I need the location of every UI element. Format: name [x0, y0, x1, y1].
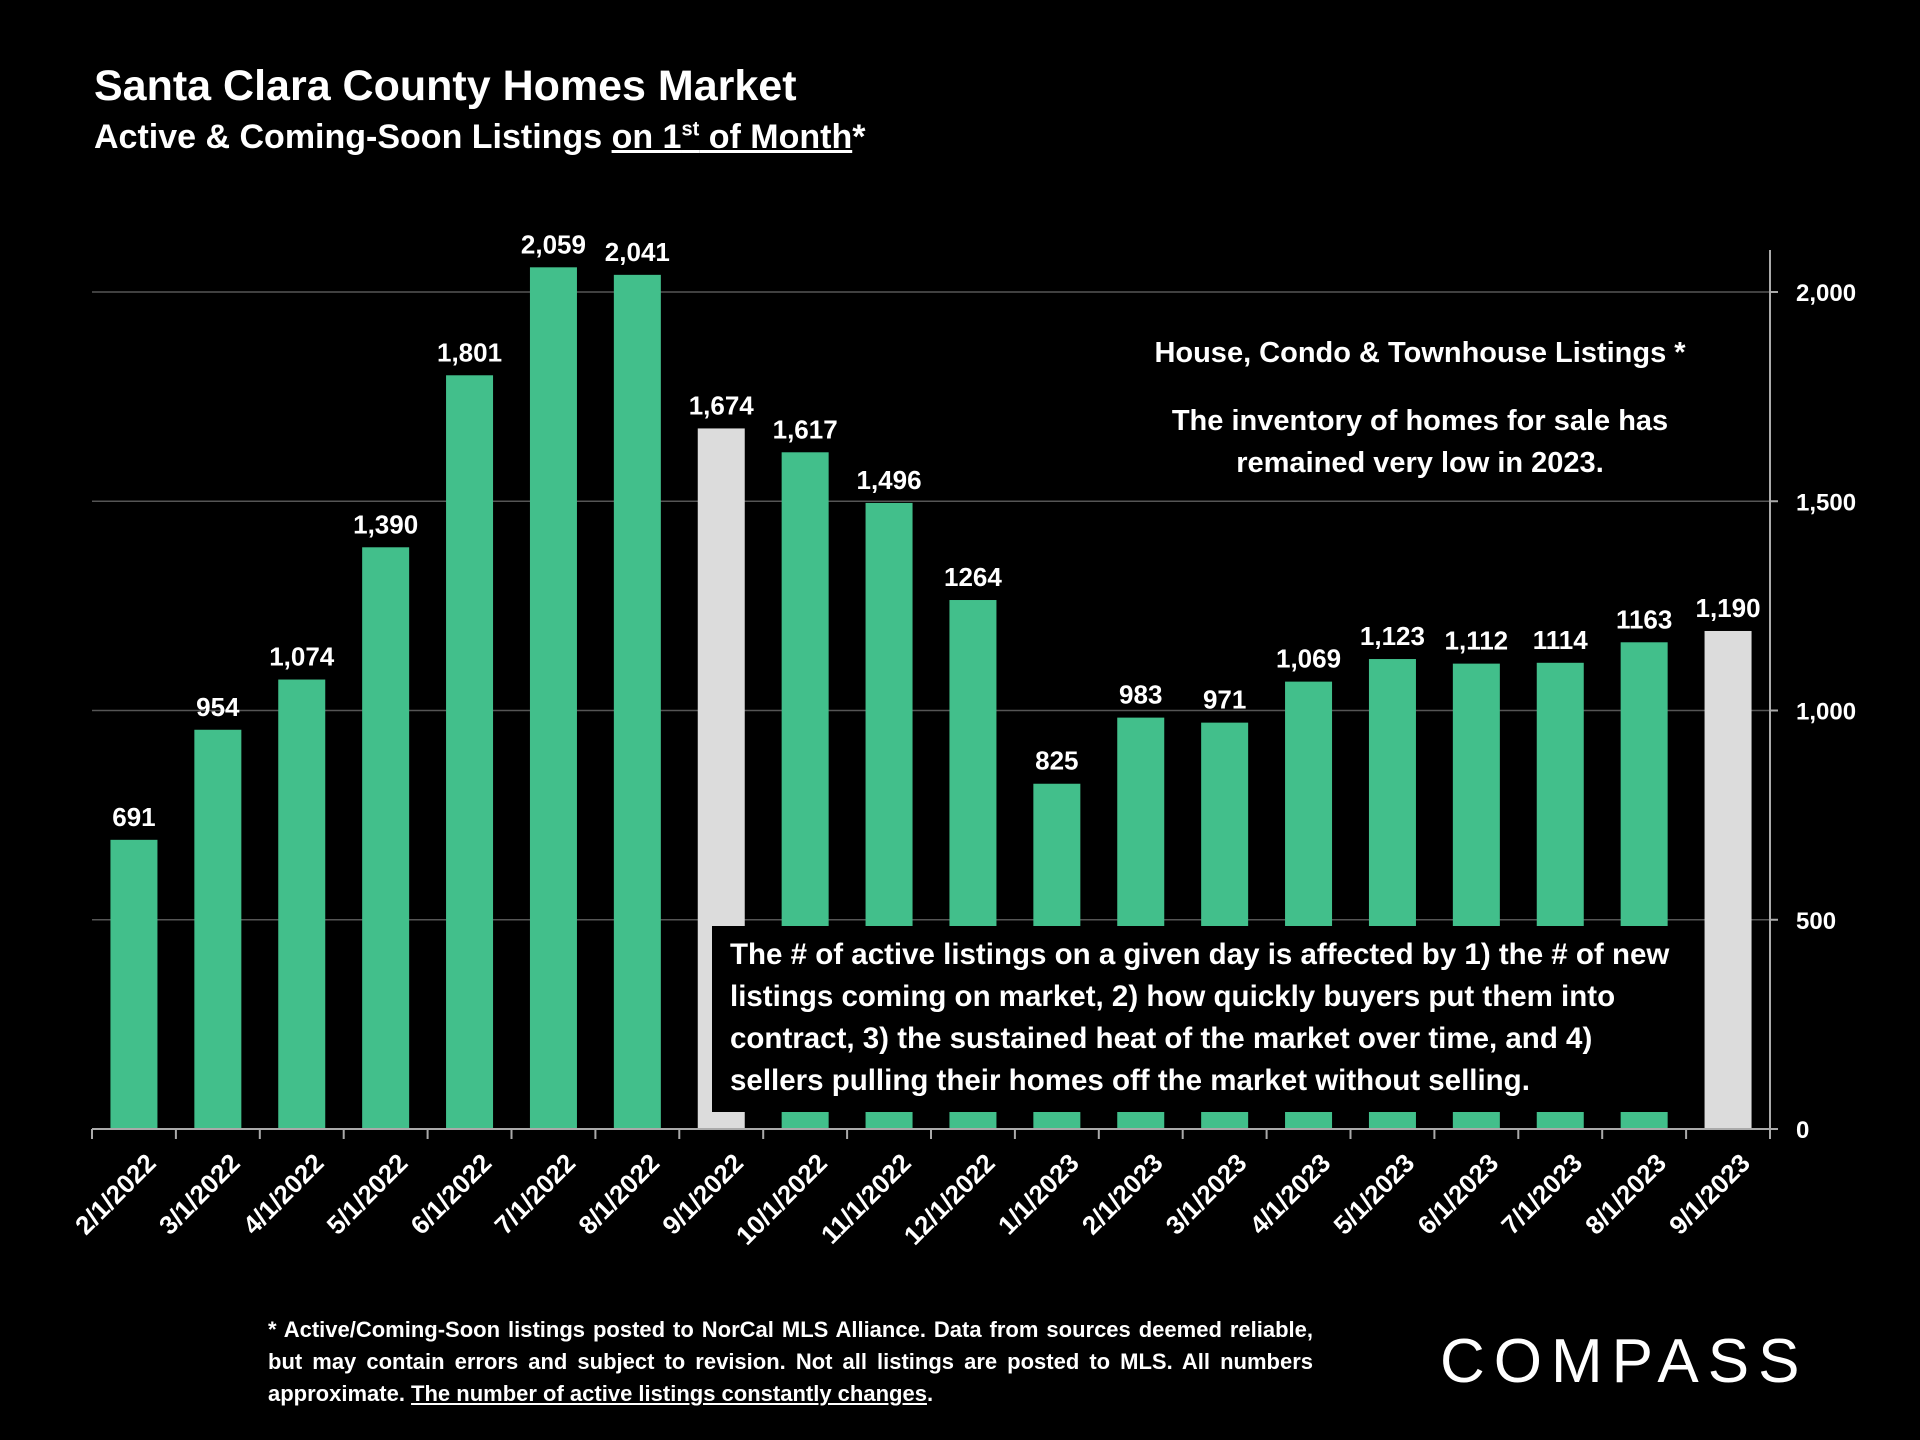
- page-subtitle: Active & Coming-Soon Listings on 1st of …: [94, 118, 865, 157]
- y-tick-label: 0: [1796, 1117, 1809, 1144]
- bar: [110, 839, 158, 1129]
- x-tick-label: 3/1/2022: [153, 1148, 246, 1241]
- x-tick-label: 5/1/2023: [1327, 1148, 1420, 1241]
- x-tick-label: 12/1/2022: [898, 1148, 1001, 1251]
- bar: [278, 679, 326, 1129]
- data-label: 1,390: [353, 509, 418, 539]
- x-tick-label: 4/1/2023: [1244, 1148, 1337, 1241]
- y-tick-label: 1,500: [1796, 489, 1856, 516]
- data-label: 1,190: [1696, 593, 1761, 623]
- data-label: 1,069: [1276, 644, 1341, 674]
- compass-logo: COMPASS: [1440, 1327, 1808, 1396]
- subtitle-underlined: on 1st of Month: [611, 118, 853, 156]
- bar: [613, 274, 661, 1129]
- svg-text:COMPASS: COMPASS: [1440, 1327, 1808, 1396]
- data-label: 2,041: [605, 237, 670, 267]
- footnote-underlined: The number of active listings constantly…: [411, 1381, 927, 1406]
- data-label: 691: [112, 802, 155, 832]
- y-tick-label: 500: [1796, 908, 1836, 935]
- y-tick-label: 1,000: [1796, 699, 1856, 726]
- data-label: 1,674: [689, 390, 755, 420]
- annotation-right: House, Condo & Townhouse Listings * The …: [1130, 332, 1710, 510]
- data-label: 1,123: [1360, 621, 1425, 651]
- bar: [362, 547, 410, 1129]
- x-tick-label: 2/1/2022: [69, 1148, 162, 1241]
- x-tick-label: 6/1/2022: [405, 1148, 498, 1241]
- bar: [194, 729, 242, 1129]
- data-label: 825: [1035, 746, 1078, 776]
- x-tick-label: 5/1/2022: [321, 1148, 414, 1241]
- data-label: 1,617: [773, 414, 838, 444]
- data-label: 983: [1119, 680, 1162, 710]
- page-title: Santa Clara County Homes Market: [94, 62, 797, 110]
- data-label: 1264: [944, 562, 1002, 592]
- bar: [1704, 630, 1752, 1129]
- x-tick-label: 2/1/2023: [1076, 1148, 1169, 1241]
- data-label: 954: [196, 692, 240, 722]
- subtitle-prefix: Active & Coming-Soon Listings: [94, 118, 612, 156]
- data-label: 1,496: [857, 465, 922, 495]
- x-tick-label: 6/1/2023: [1411, 1148, 1504, 1241]
- x-tick-label: 4/1/2022: [237, 1148, 330, 1241]
- x-tick-label: 3/1/2023: [1160, 1148, 1253, 1241]
- annotation-heading: House, Condo & Townhouse Listings *: [1154, 337, 1686, 369]
- data-label: 1,801: [437, 337, 502, 367]
- data-label: 1163: [1616, 604, 1672, 634]
- x-tick-label: 9/1/2023: [1663, 1148, 1756, 1241]
- bar: [529, 267, 577, 1130]
- subtitle-suffix: *: [852, 118, 866, 156]
- x-tick-label: 10/1/2022: [730, 1148, 833, 1251]
- y-tick-label: 2,000: [1796, 280, 1856, 307]
- data-label: 1,074: [269, 642, 335, 672]
- annotation-body: The inventory of homes for sale has rema…: [1171, 405, 1669, 479]
- x-tick-label: 8/1/2022: [572, 1148, 665, 1241]
- data-label: 1,112: [1445, 626, 1509, 656]
- callout-box: The # of active listings on a given day …: [712, 926, 1672, 1112]
- x-tick-label: 8/1/2023: [1579, 1148, 1672, 1241]
- data-label: 2,059: [521, 229, 586, 259]
- x-tick-label: 7/1/2023: [1495, 1148, 1588, 1241]
- bar: [446, 375, 494, 1129]
- footnote: * Active/Coming-Soon listings posted to …: [268, 1317, 1313, 1406]
- data-label: 1114: [1533, 625, 1589, 655]
- x-tick-label: 1/1/2023: [992, 1148, 1085, 1241]
- x-tick-label: 7/1/2022: [488, 1148, 581, 1241]
- data-label: 971: [1203, 685, 1246, 715]
